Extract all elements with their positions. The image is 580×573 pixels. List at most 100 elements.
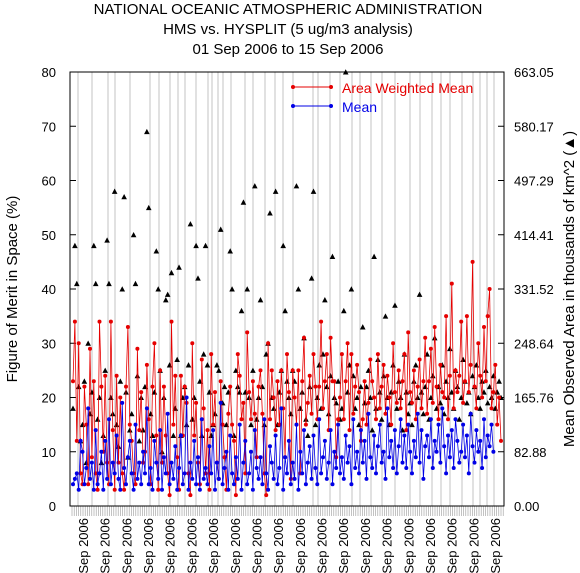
area-weighted-mean-point bbox=[387, 395, 392, 400]
observed-area-point bbox=[293, 183, 300, 189]
mean-point bbox=[220, 482, 225, 487]
chart-title: NATIONAL OCEANIC ATMOSPHERIC ADMINISTRAT… bbox=[94, 1, 483, 18]
area-weighted-mean-point bbox=[146, 417, 151, 422]
mean-point bbox=[76, 487, 81, 492]
mean-series bbox=[71, 395, 496, 492]
mean-point bbox=[317, 417, 322, 422]
mean-point bbox=[243, 438, 248, 443]
area-weighted-mean-point bbox=[360, 417, 365, 422]
mean-point bbox=[88, 476, 92, 481]
observed-area-point bbox=[187, 221, 194, 227]
area-weighted-mean-point bbox=[464, 314, 469, 319]
area-weighted-mean-point bbox=[237, 373, 242, 378]
observed-area-point bbox=[136, 438, 143, 444]
mean-point bbox=[84, 466, 89, 470]
mean-point bbox=[91, 487, 96, 492]
area-weighted-mean-point bbox=[459, 319, 464, 324]
mean-point bbox=[362, 438, 367, 443]
mean-point bbox=[268, 444, 272, 449]
y2-tick-label: 663.05 bbox=[514, 65, 554, 80]
x-tick-label: Sep 2006 bbox=[206, 518, 221, 573]
y-axis-label: Figure of Merit in Space (%) bbox=[4, 196, 21, 383]
mean-point bbox=[163, 471, 168, 476]
mean-point bbox=[86, 406, 91, 411]
mean-point bbox=[190, 476, 195, 481]
mean-point bbox=[224, 449, 229, 454]
mean-point bbox=[321, 455, 325, 460]
area-weighted-mean-point bbox=[182, 384, 187, 389]
mean-point bbox=[478, 438, 483, 443]
observed-area-point bbox=[191, 394, 198, 400]
mean-point bbox=[262, 417, 267, 422]
area-weighted-mean-point bbox=[391, 341, 396, 346]
area-weighted-mean-point bbox=[453, 368, 458, 373]
area-weighted-mean-point bbox=[192, 433, 197, 438]
area-weighted-mean-point bbox=[466, 390, 471, 395]
area-weighted-mean-point bbox=[457, 373, 462, 378]
area-weighted-mean-point bbox=[478, 373, 483, 378]
area-weighted-mean-point bbox=[449, 281, 454, 286]
legend-marker-area-weighted-mean bbox=[291, 85, 295, 89]
mean-point bbox=[156, 476, 161, 481]
area-weighted-mean-point bbox=[368, 357, 373, 362]
mean-point bbox=[313, 466, 318, 470]
mean-point bbox=[410, 471, 414, 476]
mean-point bbox=[171, 476, 176, 481]
observed-area-point bbox=[176, 264, 182, 270]
mean-point bbox=[398, 417, 403, 422]
area-weighted-mean-point bbox=[213, 390, 217, 395]
mean-point bbox=[175, 487, 180, 492]
area-weighted-mean-point bbox=[218, 379, 223, 384]
mean-point bbox=[286, 438, 291, 443]
mean-point bbox=[296, 487, 301, 492]
mean-point bbox=[347, 444, 352, 449]
mean-point bbox=[173, 444, 178, 449]
observed-area-point bbox=[92, 280, 99, 287]
area-weighted-mean-point bbox=[95, 487, 100, 492]
observed-area-point bbox=[397, 394, 404, 400]
observed-area-point bbox=[106, 280, 112, 287]
mean-point bbox=[319, 471, 324, 476]
mean-point bbox=[144, 406, 149, 411]
area-weighted-mean-point bbox=[307, 373, 312, 378]
mean-point bbox=[487, 444, 492, 449]
area-weighted-mean-point bbox=[296, 368, 301, 373]
observed-area-point bbox=[282, 307, 288, 314]
mean-point bbox=[379, 460, 384, 465]
area-weighted-mean-point bbox=[442, 395, 447, 400]
area-weighted-mean-point bbox=[417, 357, 422, 362]
area-weighted-mean-point bbox=[404, 428, 409, 433]
mean-point bbox=[275, 482, 280, 487]
observed-area-point bbox=[121, 193, 127, 200]
area-weighted-mean-point bbox=[343, 379, 348, 384]
x-tick-label: Sep 2006 bbox=[76, 518, 91, 573]
area-weighted-mean-point bbox=[105, 460, 110, 465]
mean-point bbox=[408, 449, 413, 454]
area-weighted-mean-point bbox=[116, 460, 121, 465]
x-tick-label: Sep 2006 bbox=[315, 518, 330, 573]
area-weighted-mean-point bbox=[468, 362, 473, 367]
y2-axis-label: Mean Observed Area in thousands of km^2 … bbox=[561, 131, 578, 447]
mean-point bbox=[464, 433, 469, 438]
y-tick-label: 60 bbox=[42, 174, 56, 189]
area-weighted-mean-point bbox=[133, 482, 138, 487]
mean-point bbox=[137, 460, 142, 465]
area-weighted-mean-point bbox=[377, 406, 382, 411]
mean-point bbox=[400, 460, 405, 465]
mean-point bbox=[440, 406, 445, 411]
area-weighted-mean-point bbox=[446, 417, 450, 422]
observed-area-point bbox=[231, 432, 237, 438]
legend-marker-mean bbox=[291, 104, 295, 108]
observed-area-point bbox=[454, 383, 461, 390]
area-weighted-mean-point bbox=[394, 400, 399, 405]
mean-point bbox=[211, 428, 216, 433]
area-weighted-mean-point bbox=[358, 438, 363, 443]
area-weighted-mean-point bbox=[406, 330, 411, 335]
mean-point bbox=[141, 449, 146, 454]
mean-point bbox=[288, 482, 293, 487]
observed-area-point bbox=[460, 356, 466, 363]
mean-point bbox=[345, 460, 350, 465]
mean-point bbox=[324, 476, 329, 481]
y2-tick-label: 165.76 bbox=[514, 391, 554, 406]
area-weighted-mean-point bbox=[74, 438, 79, 443]
